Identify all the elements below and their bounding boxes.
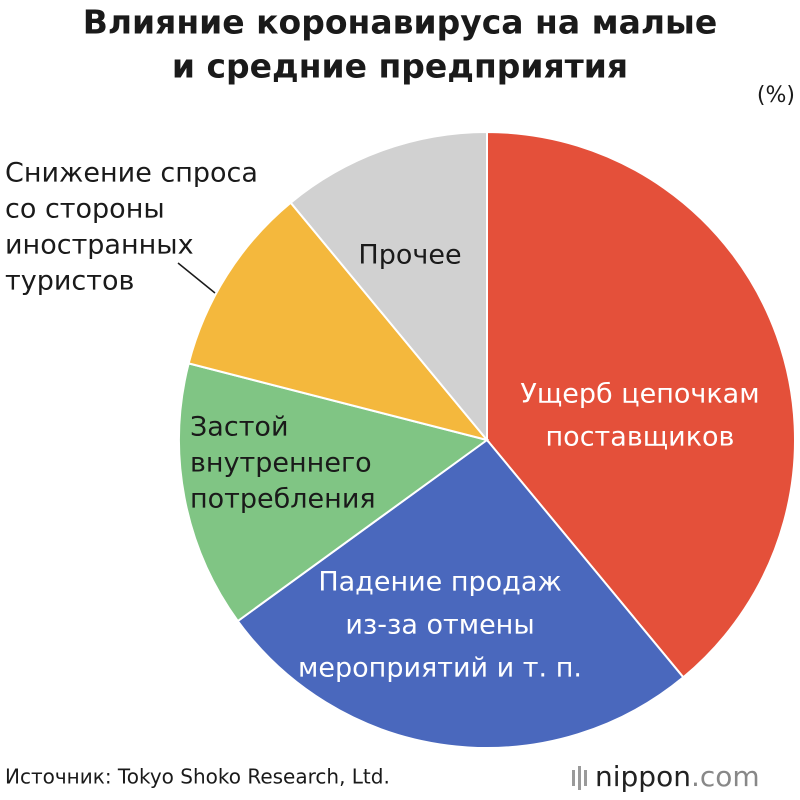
slice-label: мероприятий и т. п. — [298, 653, 582, 684]
logo-name: nippon — [595, 760, 691, 793]
slice-label: потребления — [190, 484, 376, 515]
slice-label: внутреннего — [190, 448, 372, 479]
chart-title: и средние предприятия — [172, 47, 628, 86]
slice-label: иностранных — [5, 230, 194, 261]
pie-slice — [486, 130, 796, 679]
pie-slice — [178, 362, 490, 623]
logo: nippon.com — [595, 760, 760, 793]
slice-label: Падение продаж — [318, 567, 561, 598]
source: Источник: Tokyo Shoko Research, Ltd. — [5, 765, 390, 789]
slice-label: туристов — [5, 266, 134, 297]
slice-label: поставщиков — [546, 422, 735, 453]
pie — [178, 130, 796, 749]
pie-slice — [187, 201, 490, 442]
chart-title: Влияние коронавируса на малые — [83, 3, 718, 42]
pie-slice — [236, 438, 685, 749]
slice-label: Застой — [190, 412, 289, 443]
slice-label: со стороны — [5, 194, 165, 225]
slice-label: Ущерб цепочкам — [520, 379, 759, 410]
leader-line — [177, 262, 216, 294]
logo-icon — [572, 766, 587, 790]
slice-label: Прочее — [358, 240, 461, 271]
unit-label: (%) — [757, 83, 795, 108]
pie-slice — [289, 130, 488, 443]
slice-label: Снижение спроса — [5, 158, 258, 189]
slice-label: из-за отмены — [345, 610, 534, 641]
logo-suffix: .com — [691, 760, 760, 793]
